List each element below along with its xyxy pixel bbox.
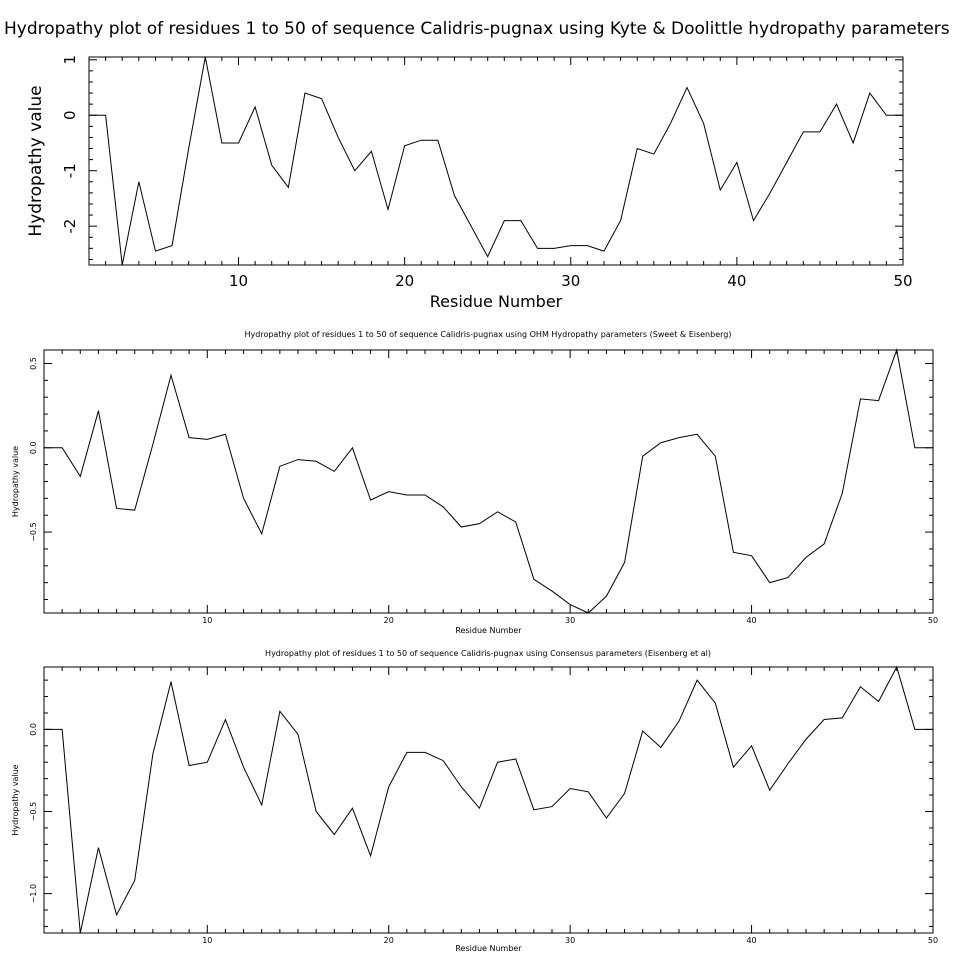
- x-tick-label: 50: [928, 616, 938, 625]
- hydropathy-series-line: [44, 665, 933, 934]
- x-tick-label: 30: [561, 272, 580, 290]
- y-tick-label: −0.5: [29, 522, 38, 541]
- plot-frame: [88, 56, 904, 266]
- chart-title: Hydropathy plot of residues 1 to 50 of s…: [245, 330, 732, 339]
- x-tick-label: 30: [565, 936, 575, 945]
- y-axis-label: Hydropathy value: [26, 85, 46, 236]
- chart-title: Hydropathy plot of residues 1 to 50 of s…: [265, 649, 711, 658]
- x-axis-label: Residue Number: [430, 292, 563, 311]
- hydropathy-series-line: [44, 348, 933, 614]
- plot-frame: [43, 666, 934, 934]
- chart-1: Hydropathy plot of residues 1 to 50 of s…: [4, 19, 950, 311]
- x-tick-label: 40: [746, 616, 756, 625]
- x-tick-label: 50: [928, 936, 938, 945]
- y-axis-label: Hydropathy value: [11, 764, 20, 835]
- y-tick-label: -2: [61, 219, 79, 234]
- chart-title: Hydropathy plot of residues 1 to 50 of s…: [4, 19, 950, 39]
- chart-2: Hydropathy plot of residues 1 to 50 of s…: [11, 330, 938, 635]
- x-tick-label: 10: [229, 272, 248, 290]
- x-tick-label: 20: [384, 616, 394, 625]
- x-tick-label: 10: [202, 936, 212, 945]
- x-tick-label: 30: [565, 616, 575, 625]
- x-tick-label: 50: [893, 272, 912, 290]
- y-axis-label: Hydropathy value: [11, 446, 20, 517]
- x-tick-label: 10: [202, 616, 212, 625]
- plot-frame: [43, 349, 934, 614]
- y-tick-label: 1: [61, 55, 79, 65]
- hydropathy-series-line: [89, 56, 903, 266]
- y-tick-label: 0.0: [29, 441, 38, 454]
- y-tick-label: −1.0: [29, 884, 38, 903]
- chart-3: Hydropathy plot of residues 1 to 50 of s…: [11, 649, 938, 953]
- y-tick-label: 0.5: [29, 357, 38, 370]
- y-tick-label: 0: [61, 110, 79, 120]
- x-tick-label: 40: [727, 272, 746, 290]
- x-axis-label: Residue Number: [455, 626, 522, 635]
- y-tick-label: −0.5: [29, 802, 38, 821]
- y-tick-label: 0.0: [29, 723, 38, 736]
- x-tick-label: 20: [395, 272, 414, 290]
- y-tick-label: -1: [61, 163, 79, 178]
- x-tick-label: 40: [746, 936, 756, 945]
- x-axis-label: Residue Number: [455, 944, 522, 953]
- x-tick-label: 20: [384, 936, 394, 945]
